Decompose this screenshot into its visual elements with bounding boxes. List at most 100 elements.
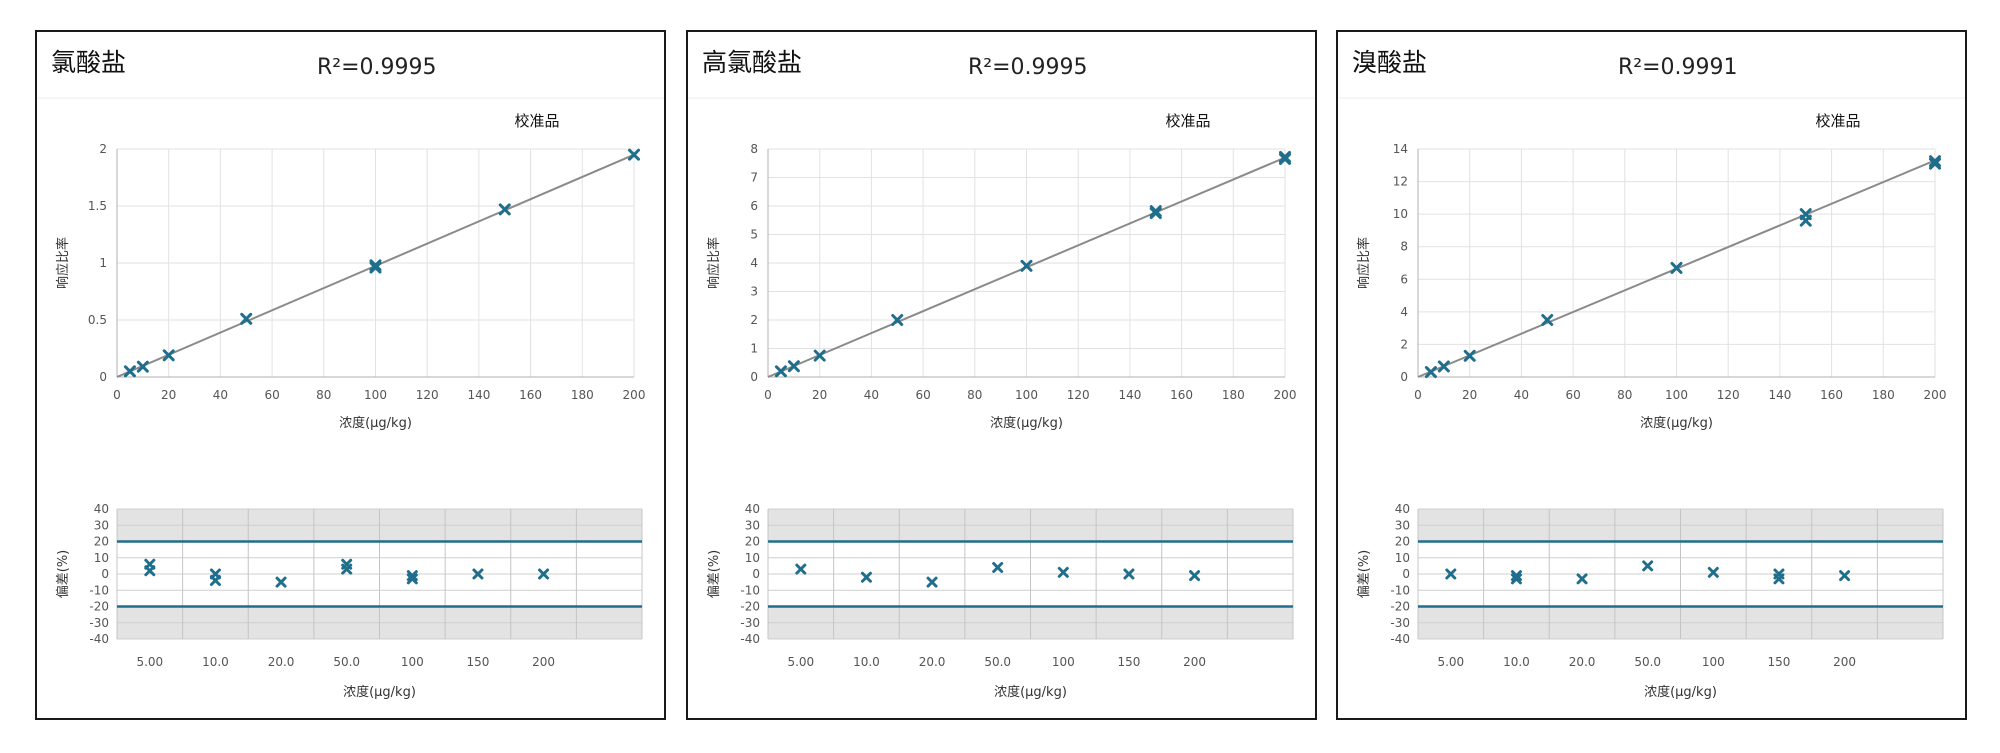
deviation-point: [1773, 568, 1785, 580]
calibration-point: [1929, 155, 1941, 168]
deviation-x-tick: 5.00: [787, 655, 814, 669]
calibration-point-stroke-b: [787, 360, 800, 373]
calibration-x-tick: 40: [1514, 388, 1529, 402]
deviation-y-tick: 20: [1395, 535, 1410, 549]
calibration-y-tick: 1: [99, 256, 107, 270]
deviation-x-tick: 50.0: [333, 655, 360, 669]
deviation-point: [1707, 566, 1719, 578]
calibration-y-tick: 2: [750, 313, 758, 327]
calibration-y-tick: 14: [1393, 142, 1408, 156]
calibration-point-stroke-b: [1149, 205, 1162, 218]
deviation-point: [209, 568, 221, 580]
calibration-y-tick: 2: [1400, 337, 1408, 351]
calibration-point: [1279, 150, 1291, 163]
calibration-y-tick: 0.5: [88, 313, 107, 327]
calibration-x-tick: 180: [1222, 388, 1245, 402]
calibration-point-stroke-b: [774, 365, 787, 378]
deviation-y-tick: 0: [752, 567, 760, 581]
deviation-y-tick: 20: [745, 535, 760, 549]
calibration-x-tick: 160: [1170, 388, 1193, 402]
calibration-x-tick: 100: [1665, 388, 1688, 402]
deviation-y-tick: -20: [740, 600, 760, 614]
calibration-y-label: 响应比率: [1356, 237, 1372, 289]
calibration-y-tick: 10: [1393, 207, 1408, 221]
deviation-x-tick: 100: [1052, 655, 1075, 669]
deviation-point: [472, 568, 484, 580]
r-squared-value: R²=0.9995: [317, 55, 437, 80]
deviation-x-tick: 10.0: [853, 655, 880, 669]
deviation-x-tick: 100: [401, 655, 424, 669]
calibration-point: [1541, 314, 1554, 326]
calibration-point: [162, 349, 175, 362]
calibration-point: [1929, 157, 1941, 170]
deviation-x-tick: 50.0: [984, 655, 1011, 669]
calibration-point: [891, 314, 904, 326]
deviation-point-stroke-b: [1642, 560, 1654, 572]
deviation-x-tick: 150: [1767, 655, 1790, 669]
compound-name: 溴酸盐: [1352, 48, 1427, 77]
compound-name: 氯酸盐: [51, 48, 126, 77]
deviation-y-tick: 40: [94, 502, 109, 516]
calibration-y-tick: 6: [1400, 272, 1408, 286]
deviation-y-tick: 10: [1395, 551, 1410, 565]
deviation-point-stroke-b: [1510, 573, 1522, 585]
calibration-point-stroke-b: [1541, 314, 1554, 326]
calibration-x-tick: 140: [1118, 388, 1141, 402]
calibration-point-stroke-b: [1670, 261, 1683, 274]
calibration-point: [1670, 261, 1683, 274]
deviation-y-label: 偏差(%): [1357, 550, 1372, 599]
deviation-x-tick: 5.00: [1437, 655, 1464, 669]
calibration-x-tick: 140: [467, 388, 490, 402]
legend-label: 校准品: [1815, 112, 1860, 130]
deviation-point: [1189, 570, 1201, 582]
calibration-x-tick: 60: [264, 388, 279, 402]
deviation-y-label: 偏差(%): [56, 550, 71, 599]
deviation-point-stroke-b: [144, 565, 156, 577]
calibration-y-tick: 7: [750, 171, 758, 185]
calibration-x-tick: 140: [1768, 388, 1791, 402]
calibration-point: [628, 148, 640, 161]
deviation-y-tick: -20: [1390, 600, 1410, 614]
legend-label: 校准品: [1165, 112, 1210, 130]
deviation-point-stroke-b: [860, 571, 872, 583]
deviation-point-stroke-b: [1839, 570, 1851, 582]
calibration-y-tick: 0: [1400, 370, 1408, 384]
chart-panel-bromate: 溴酸盐 R²=0.9991 校准品 0 20 40 60 80 100 120 140 160 180 2…: [1336, 30, 1967, 720]
deviation-x-label: 浓度(µg/kg): [1644, 684, 1717, 700]
calibration-x-tick: 200: [623, 388, 646, 402]
chart-panel-chlorate: 氯酸盐 R²=0.9995 校准品 0 20 40 60 80 100 120 140 160 180 2…: [35, 30, 666, 720]
deviation-y-label: 偏差(%): [707, 550, 722, 599]
calibration-x-tick: 80: [316, 388, 331, 402]
calibration-point: [369, 261, 382, 274]
calibration-point-stroke-b: [1020, 259, 1033, 272]
calibration-x-label: 浓度(µg/kg): [1640, 415, 1713, 431]
deviation-point: [144, 565, 156, 577]
calibration-point-stroke-b: [813, 349, 826, 362]
calibration-x-label: 浓度(µg/kg): [339, 415, 412, 431]
deviation-point-stroke-b: [1123, 568, 1135, 580]
deviation-x-label: 浓度(µg/kg): [994, 684, 1067, 700]
deviation-x-tick: 100: [1702, 655, 1725, 669]
calibration-x-tick: 160: [1820, 388, 1843, 402]
compound-name: 高氯酸盐: [702, 48, 802, 77]
deviation-point: [795, 563, 807, 575]
deviation-x-tick: 200: [1183, 655, 1206, 669]
deviation-point-stroke-b: [795, 563, 807, 575]
calibration-point-stroke-b: [136, 360, 149, 373]
deviation-point-stroke-b: [1576, 573, 1588, 585]
deviation-point-stroke-b: [1445, 568, 1457, 580]
calibration-y-tick: 1.5: [88, 199, 107, 213]
calibration-point-stroke-b: [240, 312, 253, 325]
calibration-x-tick: 180: [571, 388, 594, 402]
deviation-point-stroke-b: [538, 568, 550, 580]
calibration-y-tick: 4: [1400, 305, 1408, 319]
calibration-x-label: 浓度(µg/kg): [990, 415, 1063, 431]
deviation-y-tick: 10: [745, 551, 760, 565]
calibration-x-tick: 160: [519, 388, 542, 402]
calibration-point-stroke-b: [1279, 150, 1291, 163]
calibration-x-tick: 60: [915, 388, 930, 402]
legend-label: 校准品: [514, 112, 559, 130]
